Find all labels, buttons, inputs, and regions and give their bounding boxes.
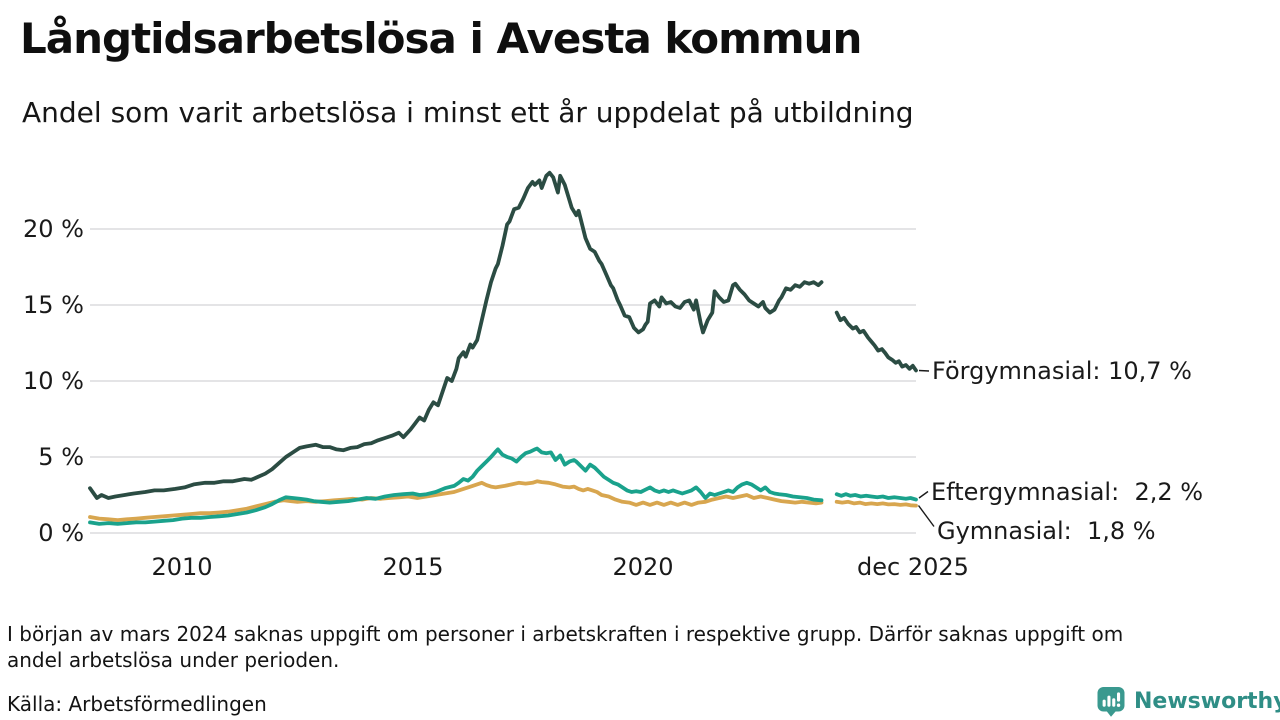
series-label-forgymnasial: Förgymnasial: 10,7 % [932,357,1192,385]
x-tick-dec-2025: dec 2025 [857,553,969,581]
label-connector-förgymnasial [918,369,930,372]
series-line-gymnasial-seg0 [88,479,824,522]
x-tick-2020: 2020 [612,553,674,581]
series-line-förgymnasial-seg0 [88,170,824,500]
newsworthy-logo[interactable]: Newsworthy [1096,686,1280,717]
label-connector-gymnasial [917,505,935,527]
series-line-gymnasial-seg1 [834,499,918,508]
series-line-förgymnasial-seg1 [834,310,918,373]
series-line-eftergymnasial-seg1 [834,492,918,502]
y-tick-20: 20 % [23,215,84,243]
y-tick-5: 5 % [38,443,84,471]
label-connector-eftergymnasial [918,490,929,499]
x-tick-2010: 2010 [151,553,213,581]
newsworthy-icon [1096,686,1126,717]
footnote: I början av mars 2024 saknas uppgift om … [7,621,1123,673]
page-subtitle: Andel som varit arbetslösa i minst ett å… [22,96,914,129]
series-label-eftergymnasial: Eftergymnasial: 2,2 % [931,478,1204,506]
y-tick-10: 10 % [23,367,84,395]
footnote-line-1: I början av mars 2024 saknas uppgift om … [7,622,1124,646]
source-label: Källa: Arbetsförmedlingen [7,692,267,716]
newsworthy-wordmark: Newsworthy [1134,689,1280,714]
footnote-line-2: andel arbetslösa under perioden. [7,648,340,672]
y-tick-0: 0 % [38,519,84,547]
y-tick-15: 15 % [23,291,84,319]
x-tick-2015: 2015 [382,553,444,581]
series-label-gymnasial: Gymnasial: 1,8 % [937,517,1156,545]
page-title: Långtidsarbetslösa i Avesta kommun [20,14,862,63]
series-line-eftergymnasial-seg0 [88,446,824,526]
